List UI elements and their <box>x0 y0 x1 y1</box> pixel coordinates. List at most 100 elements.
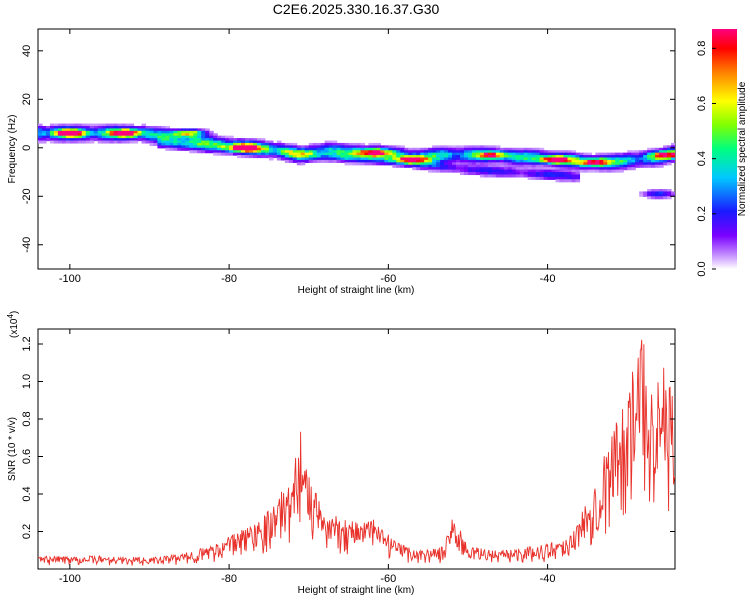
heatmap-cell <box>268 157 274 161</box>
heatmap-cell <box>452 150 457 154</box>
heatmap-cell <box>213 138 218 142</box>
heatmap-cell <box>364 162 370 166</box>
spectrogram-x-ticks: -100 -80 -60 -40 <box>59 29 556 285</box>
heatmap-cell <box>157 142 163 146</box>
heatmap-cell <box>436 164 441 168</box>
heatmap-cell <box>587 155 592 159</box>
heatmap-cell <box>288 147 294 151</box>
heatmap-cell <box>467 152 473 156</box>
heatmap-cell <box>591 164 596 168</box>
heatmap-cell <box>471 155 477 159</box>
heatmap-cell <box>503 157 509 161</box>
heatmap-cell <box>217 138 222 142</box>
heatmap-cell <box>304 159 310 163</box>
heatmap-cell <box>328 147 334 151</box>
heatmap-cell <box>615 167 620 171</box>
heatmap-cell <box>384 150 389 154</box>
heatmap-cell <box>651 150 656 154</box>
heatmap-cell <box>201 150 206 154</box>
heatmap-cell <box>185 138 190 142</box>
heatmap-cell <box>467 157 473 161</box>
heatmap-cell <box>193 142 198 146</box>
heatmap-cell <box>519 150 525 154</box>
heatmap-cell <box>181 128 186 132</box>
heatmap-cell <box>272 147 278 151</box>
heatmap-cell <box>233 152 238 156</box>
heatmap-cell <box>300 150 306 154</box>
heatmap-cell <box>595 167 600 171</box>
heatmap-cell <box>153 138 159 142</box>
heatmap-cell <box>639 162 644 166</box>
heatmap-cell <box>256 150 262 154</box>
heatmap-cell <box>133 128 139 132</box>
heatmap-cell <box>619 157 624 161</box>
heatmap-cell <box>372 147 378 151</box>
heatmap-cell <box>161 140 166 144</box>
snr-x-axis-label: Height of straight line (km) <box>298 585 415 596</box>
heatmap-cell <box>312 147 318 151</box>
heatmap-cell <box>396 147 401 151</box>
heatmap-cell <box>404 162 409 166</box>
heatmap-cell <box>225 138 230 142</box>
heatmap-cell <box>85 133 91 137</box>
heatmap-cell <box>428 169 433 173</box>
heatmap-cell <box>328 145 334 149</box>
heatmap-cell <box>463 147 469 151</box>
heatmap-cell <box>249 152 254 156</box>
heatmap-cell <box>141 130 147 134</box>
heatmap-cell <box>97 130 103 134</box>
heatmap-cell <box>635 162 640 166</box>
heatmap-cell <box>551 176 557 180</box>
heatmap-cell <box>129 133 135 137</box>
heatmap-cell <box>623 152 628 156</box>
heatmap-cell <box>245 150 250 154</box>
heatmap-cell <box>380 159 385 163</box>
heatmap-cell <box>428 150 433 154</box>
snr-x-tick-label: -80 <box>221 573 237 585</box>
heatmap-cell <box>380 145 385 149</box>
heatmap-cell <box>368 145 374 149</box>
heatmap-cell <box>380 155 385 159</box>
heatmap-cell <box>519 152 525 156</box>
heatmap-cell <box>41 128 47 132</box>
heatmap-cell <box>348 150 354 154</box>
heatmap-cell <box>93 130 99 134</box>
heatmap-cell <box>189 140 194 144</box>
heatmap-cell <box>463 167 469 171</box>
heatmap-cell <box>93 133 99 137</box>
heatmap-cell <box>73 128 79 132</box>
heatmap-cell <box>316 147 322 151</box>
heatmap-cell <box>73 125 79 129</box>
heatmap-cell <box>320 142 326 146</box>
heatmap-cell <box>380 162 385 166</box>
heatmap-cell <box>483 174 489 178</box>
heatmap-cell <box>519 157 525 161</box>
heatmap-cell <box>599 164 604 168</box>
heatmap-cell <box>264 142 270 146</box>
heatmap-cell <box>591 169 596 173</box>
heatmap-cell <box>205 142 210 146</box>
heatmap-cell <box>348 159 354 163</box>
heatmap-cell <box>245 147 250 151</box>
heatmap-cell <box>252 152 258 156</box>
heatmap-cell <box>627 162 632 166</box>
heatmap-cell <box>647 147 652 151</box>
heatmap-cell <box>639 193 644 197</box>
heatmap-cell <box>53 128 59 132</box>
heatmap-cell <box>463 159 469 163</box>
heatmap-cell <box>77 135 83 139</box>
heatmap-cell <box>380 150 385 154</box>
heatmap-cell <box>463 162 469 166</box>
heatmap-cell <box>57 125 63 129</box>
heatmap-cell <box>276 145 282 149</box>
heatmap-cell <box>523 147 529 151</box>
heatmap-cell <box>332 152 338 156</box>
heatmap-cell <box>181 130 186 134</box>
colorbar-ticks: 0.00.20.40.60.8 <box>696 41 716 277</box>
heatmap-cell <box>241 155 246 159</box>
snr-y-ticks: 0.20.40.60.81.01.2 <box>21 336 675 539</box>
heatmap-cell <box>444 155 449 159</box>
heatmap-cell <box>491 150 497 154</box>
heatmap-cell <box>284 159 290 163</box>
heatmap-cell <box>567 152 573 156</box>
